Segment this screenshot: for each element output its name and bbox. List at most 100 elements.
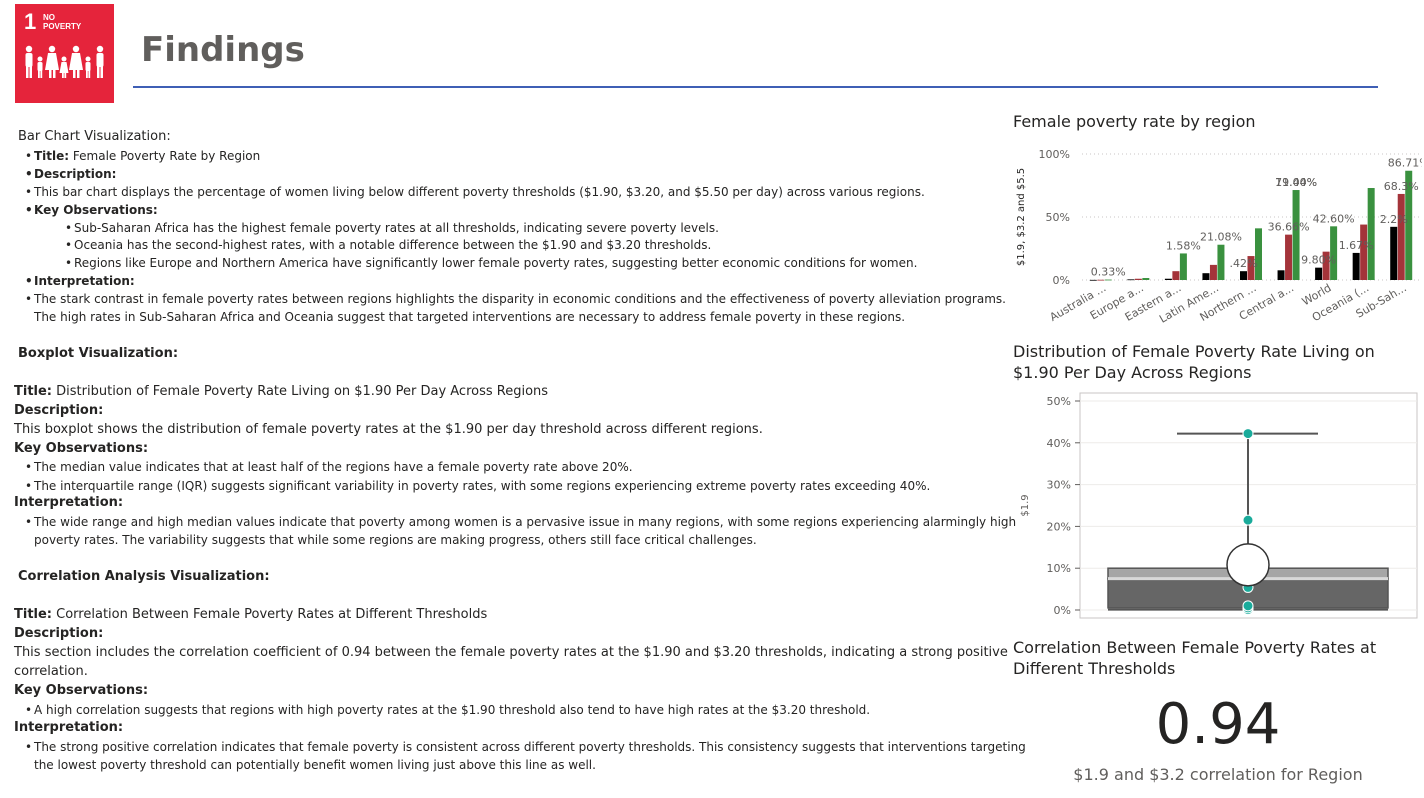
boxplot-y-tick-label: 20% (1047, 520, 1071, 533)
box-title-line: Title: Distribution of Female Poverty Ra… (14, 384, 549, 399)
title-divider (133, 86, 1378, 88)
bar-data-label: 19.04% (1275, 176, 1317, 189)
boxplot-y-tick-label: 50% (1047, 395, 1071, 408)
bar-data-label: 21.08% (1200, 231, 1242, 244)
corr-interpretation-text: the lowest poverty threshold can potenti… (34, 758, 596, 772)
bar-2 (1367, 188, 1375, 280)
bar-title-line: Title: Female Poverty Rate by Region (25, 149, 260, 163)
bar-data-label: 1.58% (1166, 239, 1201, 252)
corr-description-text: This section includes the correlation co… (14, 645, 1008, 660)
corr-title-line: Title: Correlation Between Female Povert… (14, 607, 488, 622)
bar-y-tick-label: 50% (1046, 211, 1070, 224)
bar-1 (1285, 234, 1293, 280)
boxplot-y-tick-label: 0% (1054, 604, 1071, 617)
bar-1 (1097, 279, 1105, 281)
bar-0 (1127, 279, 1135, 281)
boxplot-mean-marker (1226, 543, 1270, 587)
corr-observations-label: Key Observations: (14, 683, 149, 698)
corr-interpretation-label: Interpretation: (14, 720, 124, 735)
bar-0 (1089, 279, 1097, 281)
bar-2 (1217, 244, 1225, 280)
bar-interpretation-text: The high rates in Sub-Saharan Africa and… (34, 310, 906, 324)
bar-2 (1292, 190, 1300, 280)
boxplot-chart[interactable]: $1.9 0% 10% 20% 30% 40% 50% (1012, 385, 1422, 630)
bar-data-label: .42% (1230, 257, 1258, 270)
bar-data-label: 1.67% (1339, 239, 1374, 252)
boxplot-y-tick-label: 30% (1047, 479, 1071, 492)
bar-chart[interactable]: $1.9, $3.2 and $5.50%50%100%Australia ..… (1012, 140, 1422, 340)
corr-section-heading: Correlation Analysis Visualization: (18, 569, 270, 584)
bar-y-tick-label: 100% (1039, 148, 1070, 161)
bar-y-tick-label: 0% (1053, 274, 1070, 287)
boxplot-y-tick-label: 40% (1047, 437, 1071, 450)
boxplot-y-axis-title: $1.9 (1020, 494, 1031, 516)
boxplot-point (1242, 514, 1254, 526)
bar-1 (1247, 256, 1255, 280)
bar-0 (1315, 267, 1323, 280)
kpi-label: $1.9 and $3.2 correlation for Region (1073, 765, 1363, 784)
bar-observation: Sub-Saharan Africa has the highest femal… (65, 221, 719, 235)
bar-data-label: 86.71% (1388, 157, 1422, 170)
bar-data-label: 9.80% (1301, 254, 1336, 267)
bar-data-label: 71.40% (1275, 176, 1317, 189)
box-observation: The median value indicates that at least… (25, 460, 633, 474)
box-interpretation-text: The wide range and high median values in… (25, 515, 1016, 529)
boxplot-frame (1079, 392, 1418, 619)
boxplot-point (1242, 600, 1254, 612)
corr-description-text: correlation. (14, 664, 88, 679)
family-icon (25, 45, 104, 78)
boxplot-point (1242, 428, 1254, 440)
kpi-value: 0.94 (1155, 692, 1281, 757)
bar-0 (1240, 271, 1247, 280)
bar-data-label: 2.2% (1380, 213, 1408, 226)
bar-0 (1164, 278, 1172, 280)
bar-2 (1405, 170, 1413, 280)
bar-0 (1352, 252, 1360, 280)
box-description-text: This boxplot shows the distribution of f… (14, 422, 763, 437)
bar-interpretation-label: Interpretation: (25, 274, 135, 288)
bar-description-text: This bar chart displays the percentage o… (25, 185, 925, 199)
bar-2 (1179, 253, 1187, 280)
bar-chart-title: Female poverty rate by region (1013, 112, 1256, 131)
bar-0 (1277, 270, 1285, 280)
bar-1 (1172, 271, 1180, 280)
bar-data-label: 36.66% (1268, 221, 1310, 234)
kpi-title: Correlation Between Female Poverty Rates… (1013, 638, 1377, 678)
bar-observation: Regions like Europe and Northern America… (65, 256, 917, 270)
bar-description-label: Description: (25, 167, 116, 181)
bar-data-label: 42.60% (1313, 212, 1355, 225)
box-description-label: Description: (14, 403, 104, 418)
box-observation: The interquartile range (IQR) suggests s… (25, 479, 930, 493)
box-interpretation-label: Interpretation: (14, 495, 124, 510)
box-section-heading: Boxplot Visualization: (18, 346, 179, 361)
bar-data-label: 68.3% (1384, 180, 1419, 193)
corr-interpretation-text: The strong positive correlation indicate… (25, 740, 1026, 754)
bar-section-heading: Bar Chart Visualization: (18, 129, 171, 144)
bar-2 (1255, 228, 1262, 280)
bar-2 (1104, 279, 1112, 281)
bar-1 (1209, 264, 1217, 280)
sdg-1-logo: 1 NO POVERTY (15, 4, 114, 103)
bar-1 (1360, 224, 1368, 280)
box-observations-label: Key Observations: (14, 441, 149, 456)
bar-2 (1330, 226, 1338, 280)
box-interpretation-text: poverty rates. The variability suggests … (34, 533, 757, 547)
boxplot-title: Distribution of Female Poverty Rate Livi… (1013, 342, 1375, 382)
bar-interpretation-text: The stark contrast in female poverty rat… (25, 292, 1006, 306)
bar-y-axis-title: $1.9, $3.2 and $5.5 (1016, 168, 1027, 266)
bar-0 (1390, 226, 1398, 280)
bar-1 (1397, 193, 1405, 280)
bar-data-label: 0.33% (1091, 266, 1126, 279)
bar-0 (1202, 273, 1210, 280)
bar-2 (1142, 278, 1150, 280)
bar-observation: Oceania has the second-highest rates, wi… (65, 238, 711, 252)
bar-observations-label: Key Observations: (25, 203, 158, 217)
logo-number: 1 (24, 9, 37, 34)
bar-1 (1134, 278, 1142, 280)
corr-description-label: Description: (14, 626, 104, 641)
page-title: Findings (141, 30, 305, 70)
boxplot-y-tick-label: 10% (1047, 562, 1071, 575)
corr-observation: A high correlation suggests that regions… (25, 703, 870, 717)
logo-word: NO POVERTY (43, 13, 82, 31)
bar-1 (1322, 251, 1330, 280)
